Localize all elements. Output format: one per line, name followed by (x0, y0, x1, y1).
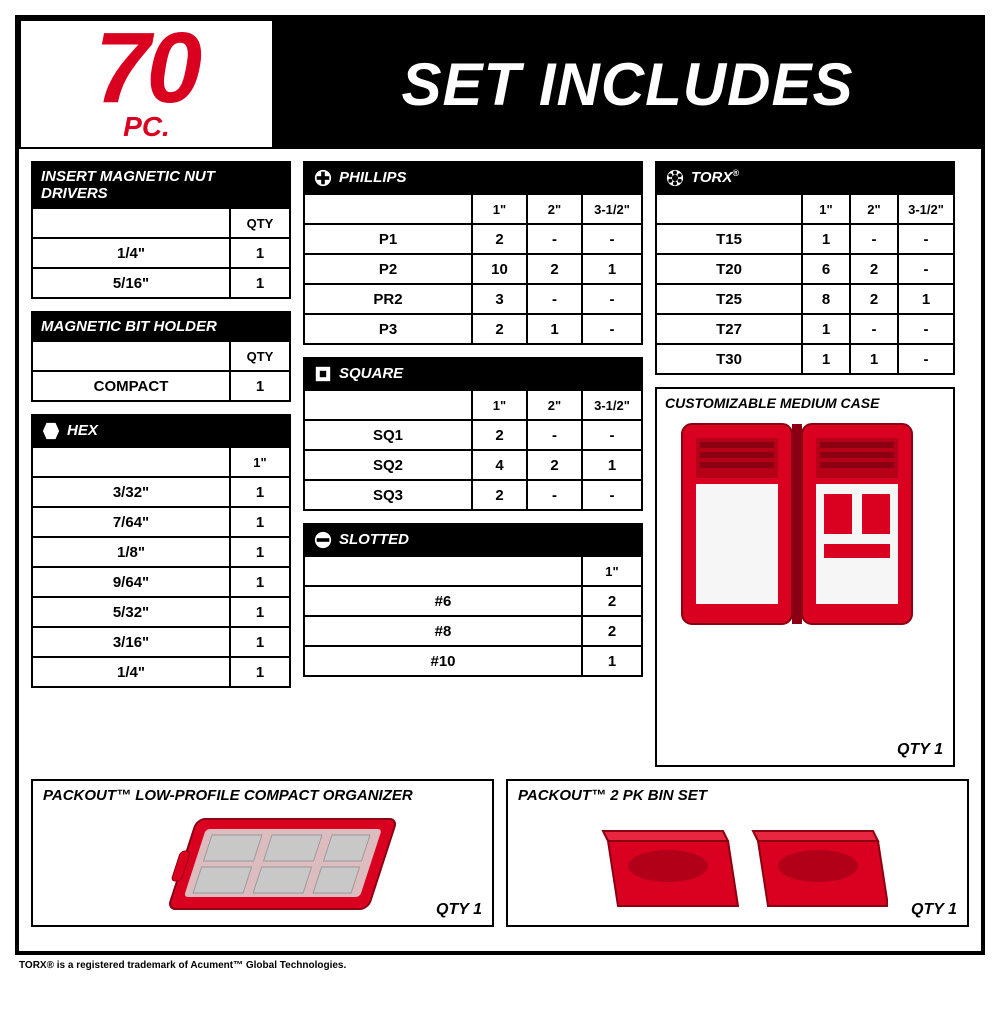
bin-qty: QTY 1 (911, 901, 957, 919)
table-row: 5/32"1 (32, 597, 290, 627)
phillips-icon (313, 168, 333, 188)
qty-header: QTY (230, 208, 290, 238)
table-row: SQ12-- (304, 420, 642, 450)
bin-title: PACKOUT™ 2 PK BIN SET (518, 787, 957, 804)
torx-table: TORX® 1"2"3-1/2" T151-- T2062- T25821 T2… (655, 161, 955, 375)
slotted-table: SLOTTED 1" #62 #82 #101 (303, 523, 643, 677)
column-2: PHILLIPS 1"2"3-1/2" P12-- P21021 PR23-- … (303, 161, 643, 767)
pc-label: PC. (123, 111, 170, 143)
table-row: 7/64"1 (32, 507, 290, 537)
table-row: 9/64"1 (32, 567, 290, 597)
slotted-icon (313, 530, 333, 550)
column-1: INSERT MAGNETIC NUT DRIVERS QTY 1/4"1 5/… (31, 161, 291, 767)
hex-title: HEX (32, 415, 290, 447)
nut-drivers-table: INSERT MAGNETIC NUT DRIVERS QTY 1/4"1 5/… (31, 161, 291, 299)
table-row: 5/16"1 (32, 268, 290, 298)
table-row: T3011- (656, 344, 954, 374)
bin-box: PACKOUT™ 2 PK BIN SET QTY 1 (506, 779, 969, 927)
table-row: T2062- (656, 254, 954, 284)
table-row: 3/32"1 (32, 477, 290, 507)
hex-icon (41, 421, 61, 441)
table-row: 3/16"1 (32, 627, 290, 657)
footnote: TORX® is a registered trademark of Acume… (19, 960, 346, 971)
table-row: SQ2421 (304, 450, 642, 480)
body-grid: INSERT MAGNETIC NUT DRIVERS QTY 1/4"1 5/… (19, 149, 981, 779)
case-image (672, 419, 932, 629)
table-row: 1/4"1 (32, 657, 290, 687)
table-row: P321- (304, 314, 642, 344)
square-table: SQUARE 1"2"3-1/2" SQ12-- SQ2421 SQ32-- (303, 357, 643, 511)
case-qty: QTY 1 (897, 741, 943, 759)
table-row: #101 (304, 646, 642, 676)
column-3: TORX® 1"2"3-1/2" T151-- T2062- T25821 T2… (655, 161, 955, 767)
organizer-qty: QTY 1 (436, 901, 482, 919)
table-row: T151-- (656, 224, 954, 254)
table-row: SQ32-- (304, 480, 642, 510)
table-row: T25821 (656, 284, 954, 314)
header: 70 PC. SET INCLUDES (19, 19, 981, 149)
piece-count-box: 70 PC. (19, 19, 274, 149)
slotted-title: SLOTTED (304, 524, 642, 556)
phillips-table: PHILLIPS 1"2"3-1/2" P12-- P21021 PR23-- … (303, 161, 643, 345)
organizer-image (153, 801, 413, 921)
table-row: P12-- (304, 224, 642, 254)
table-row: #62 (304, 586, 642, 616)
qty-header: QTY (230, 341, 290, 371)
nut-drivers-title: INSERT MAGNETIC NUT DRIVERS (32, 162, 290, 208)
bit-holder-title: MAGNETIC BIT HOLDER (32, 312, 290, 341)
table-row: COMPACT1 (32, 371, 290, 401)
square-icon (313, 364, 333, 384)
bottom-row: PACKOUT™ LOW-PROFILE COMPACT ORGANIZER Q… (19, 779, 981, 939)
torx-title: TORX® (656, 162, 954, 194)
organizer-box: PACKOUT™ LOW-PROFILE COMPACT ORGANIZER Q… (31, 779, 494, 927)
phillips-title: PHILLIPS (304, 162, 642, 194)
hex-table: HEX 1" 3/32"1 7/64"1 1/8"1 9/64"1 5/32"1… (31, 414, 291, 688)
table-row: P21021 (304, 254, 642, 284)
specification-sheet: 70 PC. SET INCLUDES INSERT MAGNETIC NUT … (15, 15, 985, 955)
case-title: CUSTOMIZABLE MEDIUM CASE (665, 395, 945, 411)
header-title-box: SET INCLUDES (274, 19, 981, 149)
table-row: #82 (304, 616, 642, 646)
torx-icon (665, 168, 685, 188)
table-row: 1/8"1 (32, 537, 290, 567)
square-title: SQUARE (304, 358, 642, 390)
header-title: SET INCLUDES (401, 50, 853, 119)
table-row: T271-- (656, 314, 954, 344)
table-row: PR23-- (304, 284, 642, 314)
case-box: CUSTOMIZABLE MEDIUM CASE (655, 387, 955, 767)
piece-count: 70 (95, 26, 198, 111)
bit-holder-table: MAGNETIC BIT HOLDER QTY COMPACT1 (31, 311, 291, 402)
bin-image (588, 811, 888, 921)
table-row: 1/4"1 (32, 238, 290, 268)
